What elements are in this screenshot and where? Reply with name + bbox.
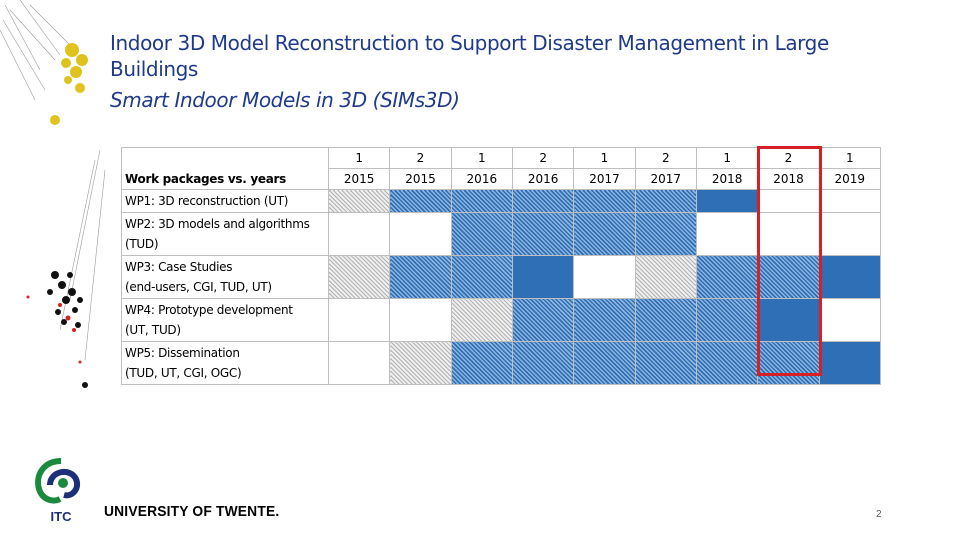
schedule-cell-grey: [327, 255, 391, 299]
col-number: 1: [327, 147, 391, 169]
col-year: 2016: [450, 168, 513, 190]
work-package-label: WP1: 3D reconstruction (UT): [121, 189, 329, 213]
col-year: 2018: [695, 168, 759, 190]
university-name: UNIVERSITY OF TWENTE.: [104, 503, 280, 520]
schedule-cell-hatch: [450, 255, 513, 299]
schedule-cell-hatch: [511, 298, 575, 342]
schedule-cell-hatch: [573, 212, 636, 256]
header-corner-cell: [121, 147, 329, 169]
schedule-cell-hatch: [634, 189, 697, 213]
schedule-cell-grey: [450, 298, 513, 342]
work-package-label: WP4: Prototype development (UT, TUD): [121, 298, 329, 342]
schedule-cell-solid: [818, 255, 882, 299]
schedule-cell-solid: [757, 298, 820, 342]
schedule-cell-empty: [818, 189, 882, 213]
schedule-cell-hatch: [634, 341, 697, 385]
col-number: 2: [511, 147, 575, 169]
schedule-cell-empty: [327, 298, 391, 342]
page-number: 2: [876, 509, 882, 520]
work-package-title: WP1: 3D reconstruction (UT): [125, 194, 289, 208]
col-year: 2015: [389, 168, 452, 190]
schedule-cell-solid: [818, 341, 882, 385]
col-number: 1: [695, 147, 759, 169]
col-year: 2019: [818, 168, 882, 190]
schedule-cell-grey: [327, 189, 391, 213]
slide-title: Indoor 3D Model Reconstruction to Suppor…: [110, 31, 829, 81]
schedule-cell-hatch: [511, 212, 575, 256]
col-year: 2015: [327, 168, 391, 190]
work-package-title: WP4: Prototype development: [125, 303, 293, 317]
work-package-title: WP5: Dissemination: [125, 346, 240, 360]
col-number: 2: [634, 147, 697, 169]
col-number: 1: [818, 147, 882, 169]
schedule-cell-empty: [327, 212, 391, 256]
work-package-partners: (UT, TUD): [125, 323, 181, 337]
table-row: WP3: Case Studies (end-users, CGI, TUD, U…: [121, 255, 882, 299]
table-row: WP4: Prototype development (UT, TUD): [121, 298, 882, 342]
schedule-cell-hatch: [511, 189, 575, 213]
decorative-botanical-graphic: [0, 0, 106, 388]
work-package-partners: (end-users, CGI, TUD, UT): [125, 280, 272, 294]
schedule-cell-empty: [389, 212, 452, 256]
itc-logo-text: ITC: [51, 509, 73, 523]
schedule-cell-grey: [634, 255, 697, 299]
slide-subtitle: Smart Indoor Models in 3D (SIMs3D): [110, 88, 460, 112]
col-year: 2017: [634, 168, 697, 190]
highlight-box-2018-h2: [757, 146, 822, 376]
schedule-cell-empty: [327, 341, 391, 385]
table-header-row-number: 1 2 1 2 1 2 1 2 1: [121, 147, 882, 169]
schedule-cell-hatch: [634, 212, 697, 256]
schedule-cell-hatch: [695, 255, 759, 299]
schedule-cell-hatch: [389, 189, 452, 213]
schedule-cell-hatch: [573, 189, 636, 213]
schedule-cell-solid: [695, 189, 759, 213]
work-package-title: WP3: Case Studies: [125, 260, 233, 274]
work-package-label: WP3: Case Studies (end-users, CGI, TUD, U…: [121, 255, 329, 299]
col-year: 2016: [511, 168, 575, 190]
work-package-label: WP5: Dissemination (TUD, UT, CGI, OGC): [121, 341, 329, 385]
schedule-cell-hatch: [450, 341, 513, 385]
schedule-cell-hatch: [389, 255, 452, 299]
table-row: WP1: 3D reconstruction (UT): [121, 189, 882, 213]
work-package-schedule-table: 1 2 1 2 1 2 1 2 1 Work packages vs. year…: [121, 147, 882, 385]
work-package-rows: WP1: 3D reconstruction (UT) WP2: 3D model…: [121, 189, 882, 385]
work-package-partners: (TUD, UT, CGI, OGC): [125, 366, 242, 380]
itc-logo: ITC: [35, 458, 80, 523]
schedule-cell-hatch: [573, 298, 636, 342]
col-year: 2017: [573, 168, 636, 190]
schedule-cell-empty: [818, 298, 882, 342]
schedule-cell-hatch: [695, 298, 759, 342]
schedule-cell-hatch: [573, 341, 636, 385]
schedule-cell-grey: [389, 341, 452, 385]
header-label: Work packages vs. years: [121, 168, 329, 190]
schedule-cell-empty: [818, 212, 882, 256]
work-package-title: WP2: 3D models and algorithms: [125, 217, 310, 231]
schedule-cell-hatch: [450, 189, 513, 213]
table-row: WP5: Dissemination (TUD, UT, CGI, OGC): [121, 341, 882, 385]
schedule-cell-solid: [511, 255, 575, 299]
schedule-cell-empty: [757, 212, 820, 256]
col-number: 2: [389, 147, 452, 169]
col-number: 1: [450, 147, 513, 169]
work-package-partners: (TUD): [125, 237, 159, 251]
schedule-cell-hatch: [511, 341, 575, 385]
schedule-cell-empty: [573, 255, 636, 299]
schedule-cell-hatch: [757, 255, 820, 299]
schedule-cell-empty: [695, 212, 759, 256]
col-number: 1: [573, 147, 636, 169]
work-package-label: WP2: 3D models and algorithms (TUD): [121, 212, 329, 256]
schedule-cell-hatch: [450, 212, 513, 256]
schedule-cell-empty: [389, 298, 452, 342]
table-row: WP2: 3D models and algorithms (TUD): [121, 212, 882, 256]
schedule-cell-hatch: [634, 298, 697, 342]
schedule-cell-hatch: [695, 341, 759, 385]
